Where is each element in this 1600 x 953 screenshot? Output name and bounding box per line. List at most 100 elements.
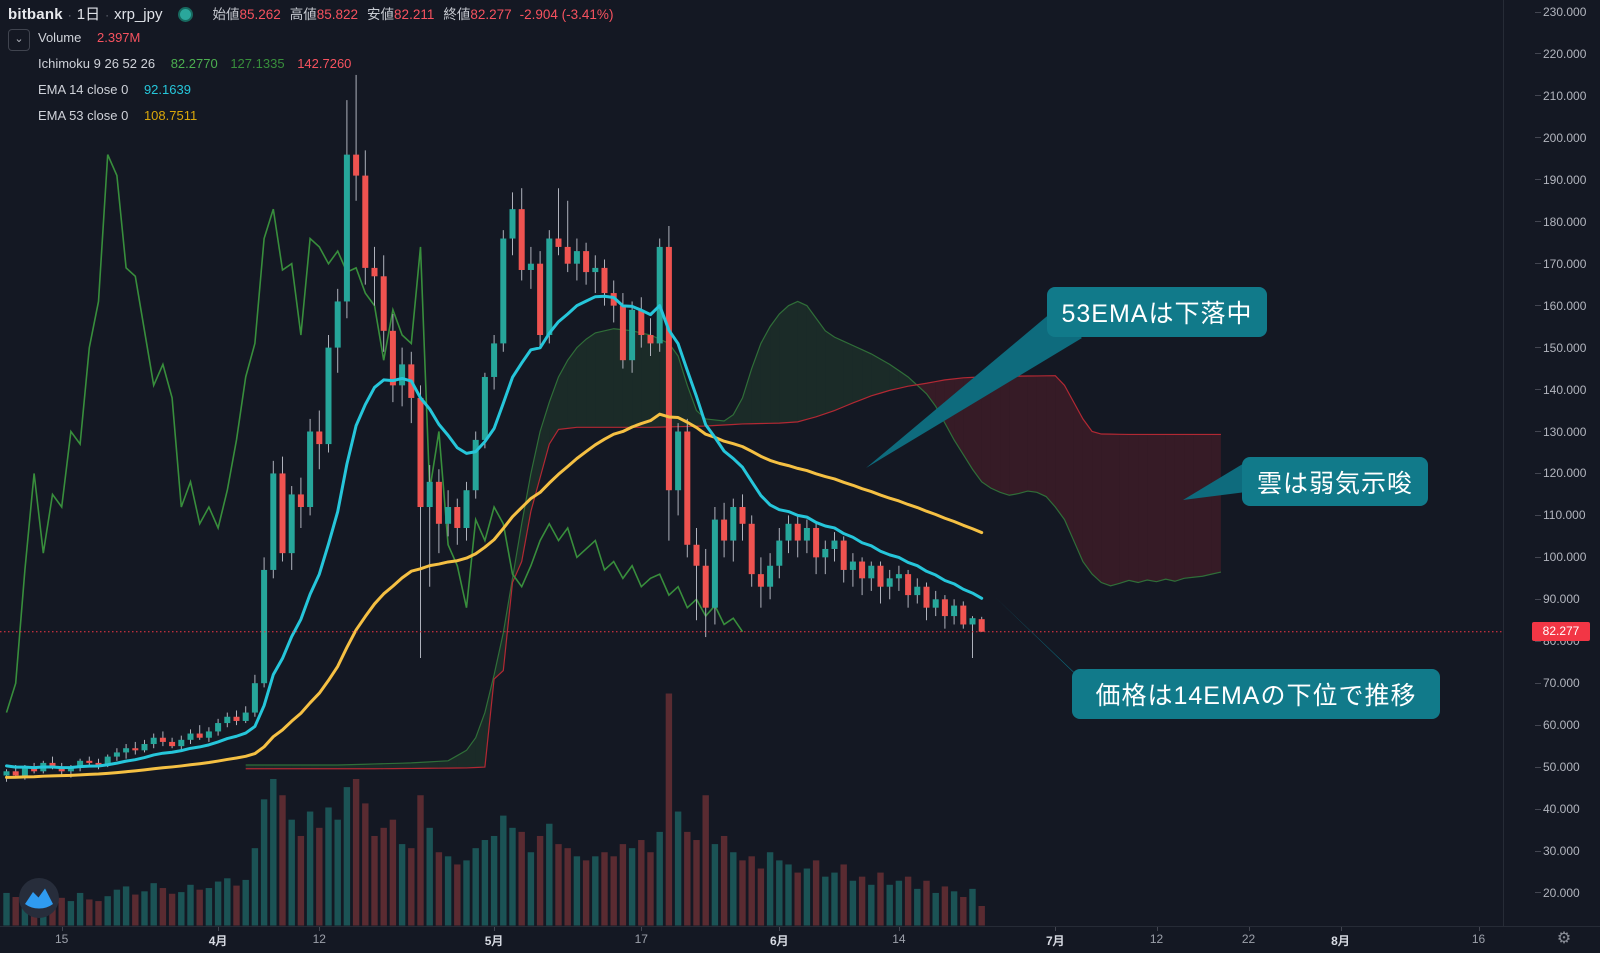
time-tick bbox=[218, 927, 220, 931]
timeframe-label[interactable]: 1日 bbox=[76, 6, 101, 23]
time-tick bbox=[779, 927, 781, 931]
time-tick bbox=[319, 927, 321, 931]
time-tick bbox=[1156, 927, 1158, 931]
price-tick bbox=[1535, 892, 1541, 894]
volume-indicator-row[interactable]: Volume 2.397M bbox=[38, 30, 140, 45]
close-label: 終値 bbox=[443, 7, 471, 22]
price-tick bbox=[1535, 472, 1541, 474]
close-value: 82.277 bbox=[470, 7, 512, 22]
bitbank-logo[interactable] bbox=[18, 877, 60, 919]
time-axis-label: 12 bbox=[312, 932, 326, 946]
ema14-value: 92.1639 bbox=[143, 82, 191, 97]
price-tick bbox=[1535, 53, 1541, 55]
price-tick bbox=[1535, 808, 1541, 810]
ema53-indicator-row[interactable]: EMA 53 close 0 108.7511 bbox=[38, 108, 197, 123]
senkou-b-line bbox=[245, 375, 1221, 770]
time-axis-label: 15 bbox=[55, 932, 69, 946]
time-tick bbox=[1248, 927, 1250, 931]
time-axis-label: 22 bbox=[1241, 932, 1256, 946]
price-axis-label: 230.000 bbox=[1543, 5, 1587, 19]
price-tick bbox=[1535, 724, 1541, 726]
time-axis-label: 8月 bbox=[1331, 934, 1350, 948]
price-axis-label: 220.000 bbox=[1543, 46, 1587, 61]
ema53-line bbox=[5, 412, 984, 779]
separator-dot: · bbox=[105, 8, 110, 22]
price-tick bbox=[1535, 389, 1541, 391]
time-axis-label: 16 bbox=[1471, 932, 1486, 946]
low-value: 82.211 bbox=[394, 7, 435, 22]
ichimoku-label: Ichimoku 9 26 52 26 bbox=[38, 56, 156, 71]
high-label: 高値 bbox=[289, 7, 317, 22]
time-tick bbox=[1340, 927, 1342, 931]
price-tick bbox=[1535, 137, 1541, 139]
price-axis-label: 210.000 bbox=[1543, 88, 1587, 103]
price-axis-label: 30.000 bbox=[1543, 844, 1580, 858]
annotation-price-below-14ema[interactable]: 価格は14EMAの下位で推移 bbox=[1072, 669, 1440, 719]
senkou-a-line bbox=[245, 300, 1222, 766]
ichimoku-senkou-a-value: 127.1335 bbox=[230, 56, 285, 71]
volume-label: Volume bbox=[38, 30, 82, 45]
price-tick bbox=[1535, 514, 1541, 516]
price-tick bbox=[1535, 95, 1541, 97]
price-axis-label: 60.000 bbox=[1543, 718, 1580, 733]
price-tick bbox=[1535, 556, 1541, 558]
price-tick bbox=[1535, 431, 1541, 432]
symbol-name[interactable]: bitbank bbox=[8, 6, 63, 23]
market-status-icon bbox=[178, 6, 194, 22]
price-tick bbox=[1535, 598, 1541, 600]
time-axis-label: 17 bbox=[634, 932, 648, 946]
chart-canvas[interactable] bbox=[0, 0, 1503, 926]
ema14-label: EMA 14 close 0 bbox=[38, 82, 129, 97]
time-tick bbox=[1478, 927, 1480, 931]
volume-series bbox=[3, 693, 985, 926]
time-axis-label: 4月 bbox=[208, 934, 228, 948]
gear-icon[interactable]: ⚙ bbox=[1556, 930, 1572, 947]
price-tick bbox=[1535, 263, 1541, 265]
price-axis-label: 120.000 bbox=[1543, 466, 1587, 481]
ema53-label: EMA 53 close 0 bbox=[38, 108, 129, 123]
volume-value: 2.397M bbox=[97, 30, 141, 45]
price-axis-label: 90.000 bbox=[1543, 592, 1580, 607]
time-tick bbox=[61, 927, 63, 931]
price-axis-label: 170.000 bbox=[1543, 256, 1587, 271]
price-tick bbox=[1535, 682, 1541, 684]
separator-dot: · bbox=[67, 8, 72, 22]
change-value: -2.904 (-3.41%) bbox=[519, 7, 614, 22]
price-tick bbox=[1535, 640, 1541, 642]
price-axis-label: 140.000 bbox=[1543, 382, 1587, 397]
annotation-cloud-bearish[interactable]: 雲は弱気示唆 bbox=[1242, 457, 1428, 506]
candle-series bbox=[3, 74, 985, 782]
price-axis-label: 20.000 bbox=[1543, 885, 1580, 900]
mountain-icon bbox=[25, 888, 53, 909]
open-value: 85.262 bbox=[239, 7, 281, 22]
price-axis-label: 160.000 bbox=[1543, 298, 1587, 313]
time-tick bbox=[1055, 927, 1057, 931]
ichimoku-indicator-row[interactable]: Ichimoku 9 26 52 26 82.2770 127.1335 142… bbox=[38, 56, 351, 71]
price-axis-label: 110.000 bbox=[1543, 508, 1586, 523]
ema14-line bbox=[5, 294, 984, 770]
annotation-53ema-falling[interactable]: 53EMAは下落中 bbox=[1047, 287, 1267, 337]
time-tick bbox=[494, 927, 496, 931]
price-axis-label: 70.000 bbox=[1543, 676, 1580, 691]
price-axis-label: 150.000 bbox=[1543, 340, 1587, 355]
chevron-down-icon[interactable]: ⌄ bbox=[8, 29, 30, 51]
low-label: 安値 bbox=[367, 7, 395, 22]
high-value: 85.822 bbox=[316, 7, 359, 22]
annotation-tail bbox=[1183, 462, 1246, 500]
time-tick bbox=[898, 927, 900, 931]
price-axis[interactable]: 230.000 220.000 210.000 200.000 190.000 180.0… bbox=[1503, 0, 1600, 926]
price-tick bbox=[1535, 766, 1541, 768]
price-tick bbox=[1535, 305, 1541, 307]
ichimoku-senkou-b-value: 142.7260 bbox=[297, 56, 352, 71]
time-axis[interactable]: 15 4月 12 5月 17 6月 14 7月 12 22 8月 16 bbox=[0, 926, 1600, 953]
open-label: 始値 bbox=[212, 7, 240, 22]
price-axis-label: 180.000 bbox=[1543, 214, 1587, 229]
ema14-indicator-row[interactable]: EMA 14 close 0 92.1639 bbox=[38, 82, 191, 97]
annotation-tail bbox=[866, 312, 1082, 468]
pair-label[interactable]: xrp_jpy bbox=[114, 6, 163, 23]
price-axis-label: 50.000 bbox=[1543, 760, 1580, 775]
price-tick bbox=[1535, 221, 1541, 223]
price-tick bbox=[1535, 347, 1541, 349]
time-tick bbox=[641, 927, 643, 931]
